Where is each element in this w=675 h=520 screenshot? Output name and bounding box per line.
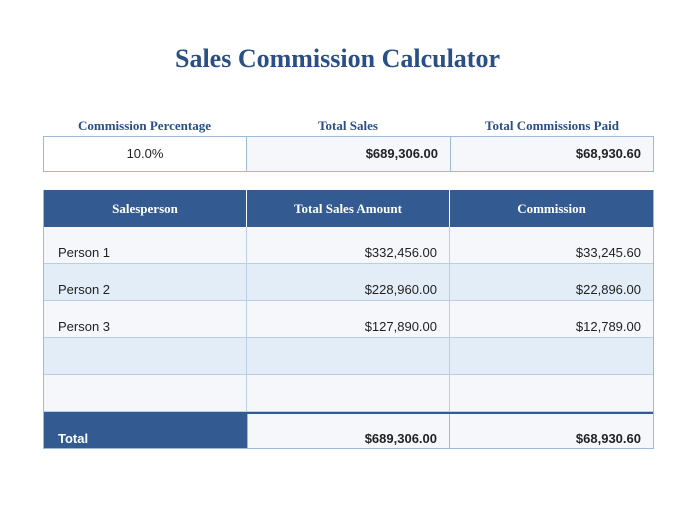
sales-amount-cell[interactable]: $228,960.00 (247, 264, 450, 300)
table-total-row: Total $689,306.00 $68,930.60 (44, 412, 653, 449)
sales-amount-cell[interactable]: $127,890.00 (247, 301, 450, 337)
total-commissions-paid-label: Total Commissions Paid (485, 118, 619, 133)
commission-cell[interactable] (450, 375, 653, 411)
commission-header[interactable]: Commission (517, 201, 586, 216)
total-sales-label: Total Sales (318, 118, 378, 133)
summary-section: Commission Percentage Total Sales Total … (43, 117, 654, 172)
salesperson-cell[interactable]: Person 3 (44, 301, 247, 337)
commission-cell[interactable] (450, 338, 653, 374)
table-row: Person 3 $127,890.00 $12,789.00 (44, 301, 653, 338)
table-row (44, 338, 653, 375)
summary-headers: Commission Percentage Total Sales Total … (43, 117, 654, 135)
table-header-row: Salesperson Total Sales Amount Commissio… (44, 190, 653, 227)
total-commissions-paid-cell[interactable]: $68,930.60 (451, 137, 653, 171)
salesperson-header[interactable]: Salesperson (44, 190, 247, 227)
commission-percentage-cell[interactable]: 10.0% (44, 137, 247, 171)
salesperson-cell[interactable] (44, 338, 247, 374)
table-row (44, 375, 653, 412)
table-row: Person 1 $332,456.00 $33,245.60 (44, 227, 653, 264)
total-commission-cell[interactable]: $68,930.60 (450, 414, 653, 448)
sales-amount-cell[interactable]: $332,456.00 (247, 227, 450, 263)
page-title: Sales Commission Calculator (175, 44, 500, 73)
sales-amount-cell[interactable] (247, 375, 450, 411)
salesperson-cell[interactable]: Person 1 (44, 227, 247, 263)
total-sales-amount-cell[interactable]: $689,306.00 (247, 414, 450, 448)
sales-amount-cell[interactable] (247, 338, 450, 374)
table-row: Person 2 $228,960.00 $22,896.00 (44, 264, 653, 301)
commission-table: Salesperson Total Sales Amount Commissio… (43, 190, 654, 449)
total-sales-cell[interactable]: $689,306.00 (247, 137, 451, 171)
total-label: Total (44, 414, 247, 448)
salesperson-cell[interactable] (44, 375, 247, 411)
commission-cell[interactable]: $12,789.00 (575, 319, 641, 334)
total-sales-amount-header[interactable]: Total Sales Amount (247, 190, 450, 227)
commission-cell[interactable]: $33,245.60 (575, 245, 641, 260)
summary-values-row: 10.0% $689,306.00 $68,930.60 (43, 136, 654, 172)
commission-percentage-label: Commission Percentage (78, 118, 211, 133)
commission-cell[interactable]: $22,896.00 (575, 282, 641, 297)
salesperson-cell[interactable]: Person 2 (44, 264, 247, 300)
